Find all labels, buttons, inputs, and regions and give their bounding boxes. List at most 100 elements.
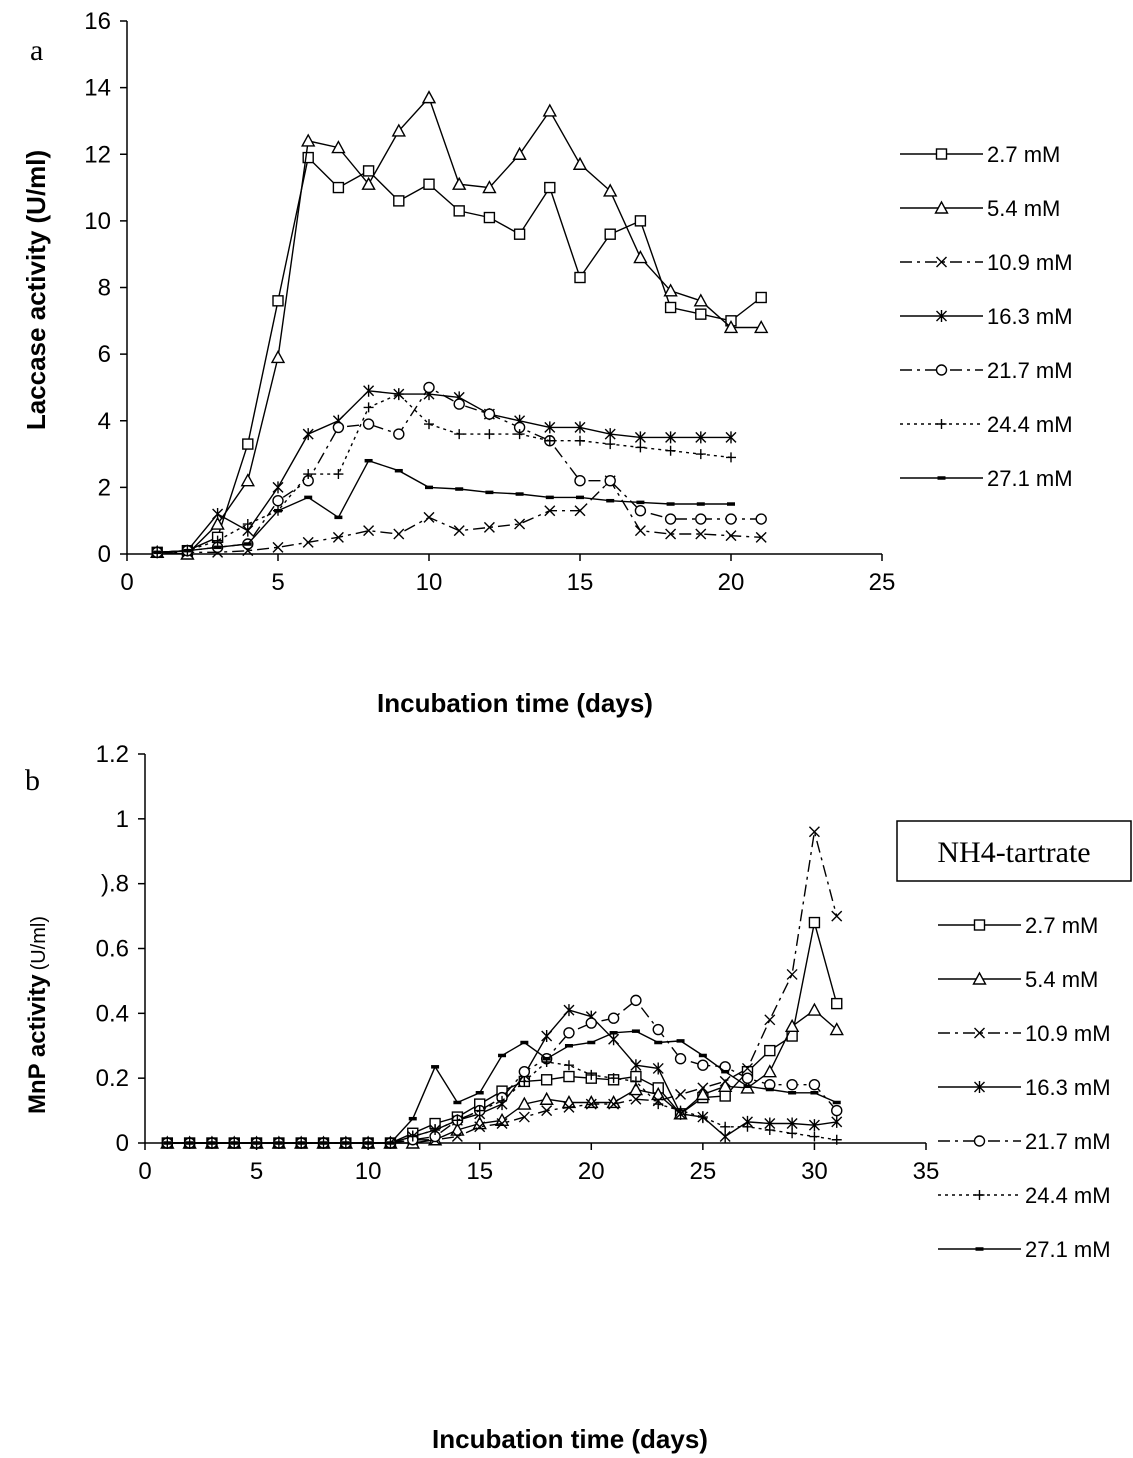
a-data-point [484,429,495,440]
a-data-point [695,513,707,525]
b-x-tick-label: 20 [578,1158,605,1185]
a-legend-label: 10.9 mM [987,250,1073,275]
a-data-point [695,528,707,540]
a-data-point [575,435,585,446]
b-data-point [540,1074,553,1086]
b-data-point [764,1125,775,1136]
a-data-point [542,103,557,117]
b-data-point [630,1076,641,1087]
b-data-point [451,1131,463,1143]
a-y-tick-label: 16 [84,8,111,35]
a-data-point [634,215,647,227]
b-y-tick-label: 1.2 [96,741,129,768]
a-data-point [332,181,345,194]
a-data-point [454,429,465,440]
b-data-point [563,1060,574,1071]
a-y-tick-label: 8 [98,275,111,302]
a-data-point [483,521,495,533]
a-data-point [210,516,225,530]
b-data-point [787,1128,798,1139]
a-data-point [544,181,556,194]
a-data-point [603,183,618,197]
panel-b-y-axis-label-main: MnP activity [24,974,51,1114]
a-data-point [693,293,708,307]
a-data-point [512,146,527,160]
b-data-point [628,1082,644,1096]
b-y-tick-label: 0.4 [96,1000,129,1027]
b-legend-label: 27.1 mM [1025,1237,1111,1262]
panel-a-series [150,90,769,560]
b-data-point [653,1099,664,1110]
b-data-point [585,1098,597,1110]
b-data-point [719,1075,731,1087]
b-legend-label: 10.9 mM [1025,1021,1111,1046]
b-legend-label: 5.4 mM [1025,967,1098,992]
b-x-tick-label: 0 [138,1158,151,1185]
a-data-point [302,428,314,441]
a-data-point [272,495,284,507]
a-data-point [755,513,767,525]
a-data-point [634,525,646,537]
a-series-line [157,156,762,553]
a-x-tick-label: 20 [718,569,745,596]
a-data-point [725,431,737,444]
b-data-point [762,1064,777,1078]
a-data-point [212,535,223,546]
b-data-point [831,1115,843,1128]
a-data-point [331,140,346,154]
a-data-point [483,408,496,420]
a-data-point [302,536,314,548]
a-series-line [157,390,731,553]
a-data-point [725,513,737,525]
a-data-point [725,530,737,542]
a-data-point [665,431,677,444]
a-data-point [572,156,588,170]
a-x-tick-label: 0 [120,569,133,596]
a-data-point [513,228,526,240]
b-data-point [786,1117,798,1130]
b-data-point [697,1112,708,1123]
b-data-point [831,1134,842,1145]
a-data-point [302,151,314,164]
b-data-point [474,1105,485,1116]
b-data-point [563,1004,575,1017]
b-data-point [831,910,843,922]
a-data-point [423,511,435,523]
panel-b-y-axis-label: MnP activity (U/ml) [24,916,51,1114]
a-y-tick-label: 12 [84,141,111,168]
panel-a-legend: 2.7 mM 5.4 mM 10.9 mM 16.3 mM 21.7 mM 24.4 mM… [900,142,1073,491]
b-legend-marker [974,1081,985,1093]
a-data-point [574,421,586,434]
a-data-point [604,428,616,441]
a-data-point [755,531,767,543]
b-data-point [497,1095,508,1106]
b-x-tick-label: 10 [355,1158,382,1185]
b-data-point [831,997,843,1010]
b-data-point [652,1023,664,1036]
a-legend-marker [936,419,947,429]
a-legend-marker [936,310,947,322]
b-data-point [563,1101,575,1113]
b-series-24-4-mm [162,1056,842,1148]
b-x-tick-label: 30 [801,1158,828,1185]
panel-b-letter: b [25,764,40,797]
a-data-point [514,518,526,530]
a-data-point [754,320,769,334]
b-data-point [720,1121,731,1132]
chart-panel-a: a 0 5 10 15 20 25 0 2 4 6 8 10 12 14 16 Laccase activi… [21,8,1073,718]
a-data-point [604,228,616,240]
b-y-tick-label: 1 [116,806,129,833]
a-legend-label: 16.3 mM [987,304,1073,329]
b-data-point [518,1065,531,1078]
b-data-point [496,1118,508,1130]
b-data-point [430,1125,441,1136]
a-data-point [574,505,586,517]
a-legend-marker [935,148,948,160]
a-data-point [424,419,434,430]
b-x-tick-label: 15 [466,1158,493,1185]
b-data-point [695,1086,711,1101]
b-legend-label: 24.4 mM [1025,1183,1111,1208]
panel-a-x-axis-label: Incubation time (days) [377,688,653,718]
a-data-point [663,283,678,297]
